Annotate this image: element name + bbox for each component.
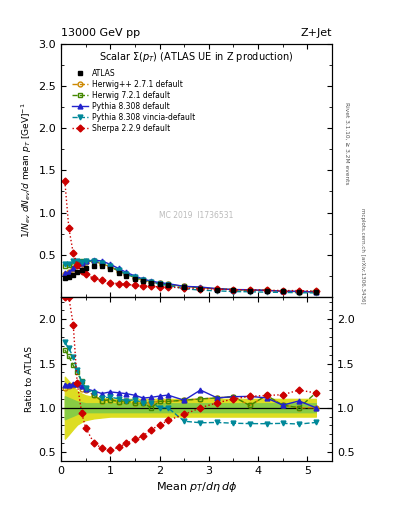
Y-axis label: Ratio to ATLAS: Ratio to ATLAS xyxy=(25,346,34,412)
Text: Rivet 3.1.10, ≥ 3.2M events: Rivet 3.1.10, ≥ 3.2M events xyxy=(344,102,349,185)
Y-axis label: $1/N_{ev}$ $dN_{ev}/d$ mean $p_T$ [GeV]$^{-1}$: $1/N_{ev}$ $dN_{ev}/d$ mean $p_T$ [GeV]$… xyxy=(20,102,34,238)
Text: mcplots.cern.ch [arXiv:1306.3436]: mcplots.cern.ch [arXiv:1306.3436] xyxy=(360,208,365,304)
Text: 13000 GeV pp: 13000 GeV pp xyxy=(61,28,140,38)
Text: Scalar $\Sigma(p_T)$ (ATLAS UE in Z production): Scalar $\Sigma(p_T)$ (ATLAS UE in Z prod… xyxy=(99,50,294,64)
Text: Z+Jet: Z+Jet xyxy=(301,28,332,38)
Text: MC 2019  I1736531: MC 2019 I1736531 xyxy=(159,211,234,221)
X-axis label: Mean $p_T/d\eta\,d\phi$: Mean $p_T/d\eta\,d\phi$ xyxy=(156,480,237,494)
Legend: ATLAS, Herwig++ 2.7.1 default, Herwig 7.2.1 default, Pythia 8.308 default, Pythi: ATLAS, Herwig++ 2.7.1 default, Herwig 7.… xyxy=(70,68,196,134)
